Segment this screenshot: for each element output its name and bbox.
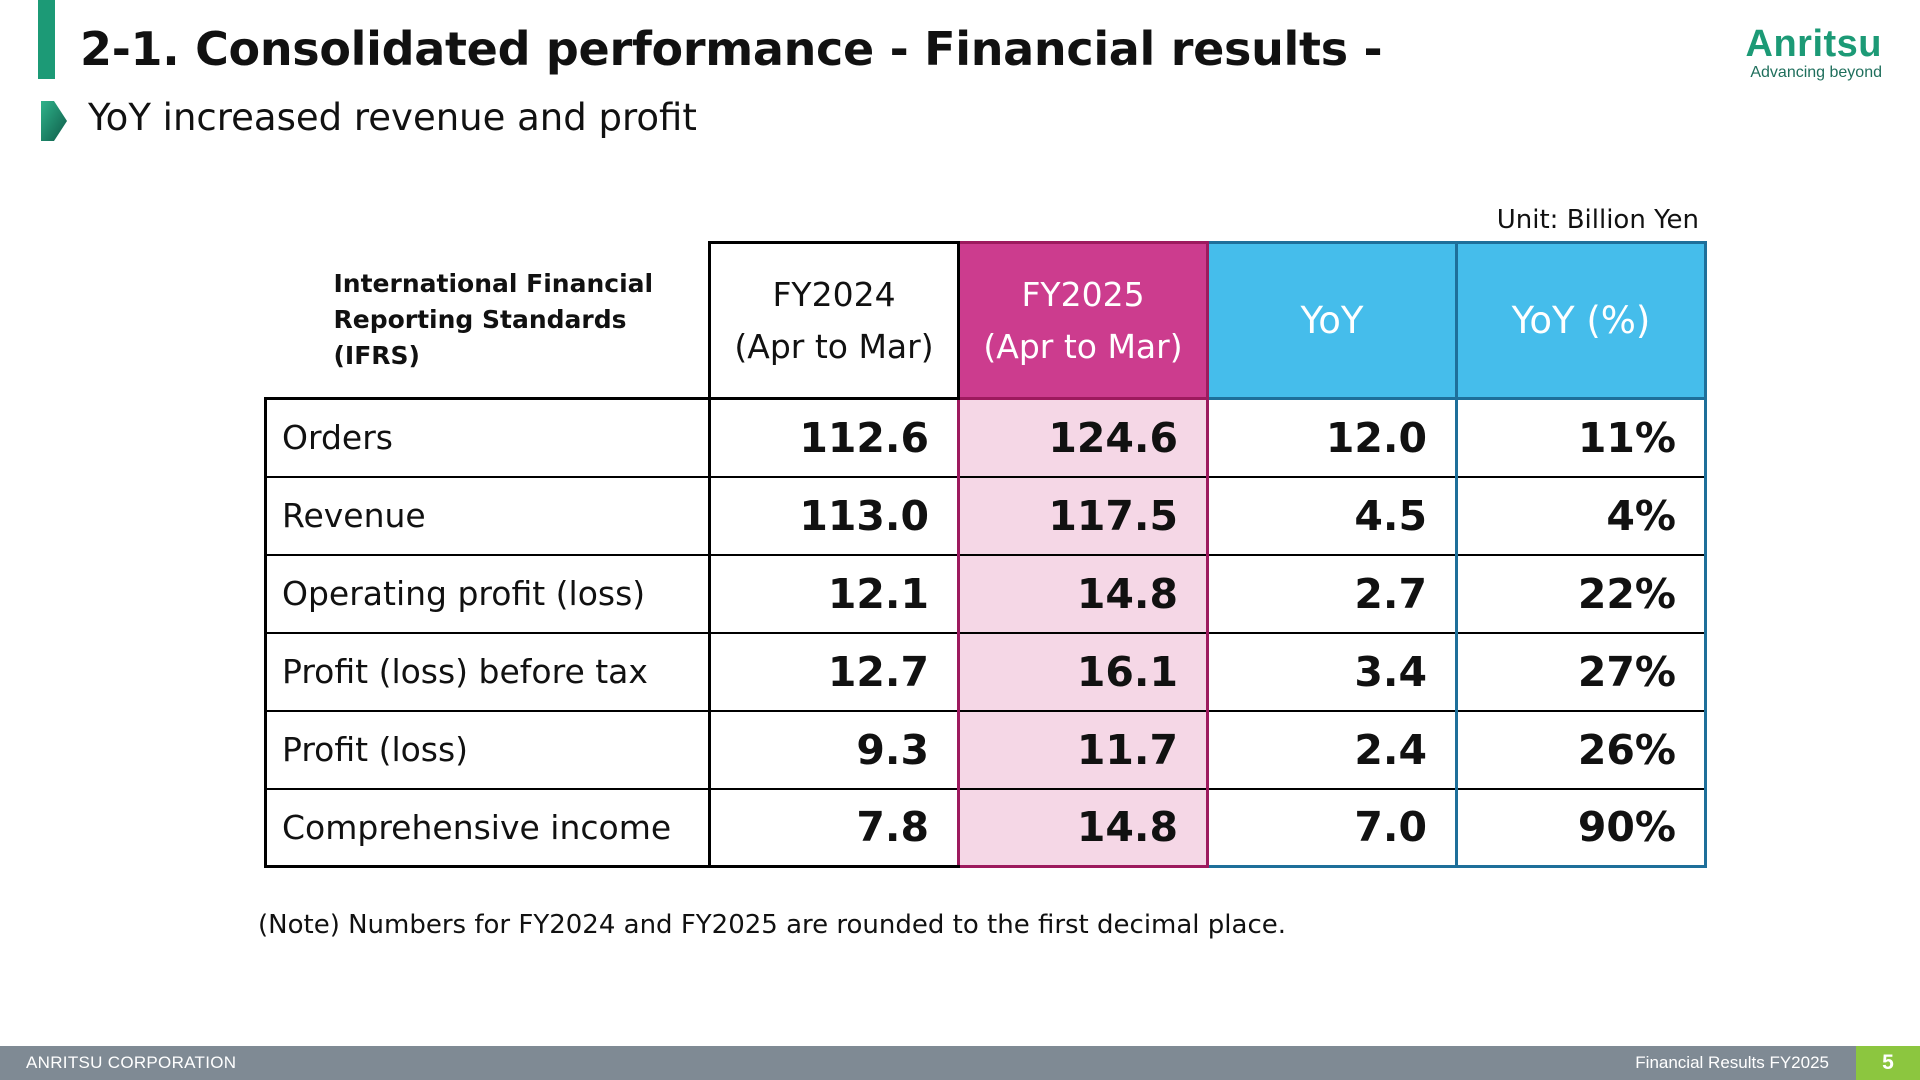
value-yoy: 12.0 bbox=[1206, 397, 1458, 478]
value-fy2024: 12.1 bbox=[708, 553, 960, 634]
value-yoy-pct: 11% bbox=[1455, 397, 1707, 478]
table-header-row: International Financial Reporting Standa… bbox=[266, 241, 1707, 400]
header-fy2024: FY2024 (Apr to Mar) bbox=[708, 241, 960, 400]
value-yoy: 7.0 bbox=[1206, 787, 1458, 868]
value-fy2024: 113.0 bbox=[708, 475, 960, 556]
page-subtitle: YoY increased revenue and profit bbox=[88, 96, 697, 139]
table-row: Profit (loss) before tax 12.7 16.1 3.4 2… bbox=[264, 631, 1707, 712]
logo-wordmark: Anritsu bbox=[1745, 23, 1882, 65]
bullet-arrow-icon bbox=[41, 101, 67, 141]
header-fy2025: FY2025 (Apr to Mar) bbox=[957, 241, 1209, 400]
value-yoy-pct: 26% bbox=[1455, 709, 1707, 790]
company-logo: Anritsu Advancing beyond bbox=[1746, 24, 1883, 82]
financial-results-table: International Financial Reporting Standa… bbox=[264, 241, 1707, 868]
unit-label: Unit: Billion Yen bbox=[1496, 205, 1699, 235]
table-row: Orders 112.6 124.6 12.0 11% bbox=[264, 397, 1707, 478]
rounding-note: (Note) Numbers for FY2024 and FY2025 are… bbox=[258, 910, 1287, 940]
page-title: 2-1. Consolidated performance - Financia… bbox=[80, 22, 1383, 76]
ifrs-label-line2: Reporting Standards (IFRS) bbox=[333, 304, 627, 370]
value-fy2025: 16.1 bbox=[957, 631, 1209, 712]
value-yoy: 2.7 bbox=[1206, 553, 1458, 634]
value-yoy-pct: 4% bbox=[1455, 475, 1707, 556]
table-row: Revenue 113.0 117.5 4.5 4% bbox=[264, 475, 1707, 556]
value-fy2025: 117.5 bbox=[957, 475, 1209, 556]
value-yoy-pct: 90% bbox=[1455, 787, 1707, 868]
value-fy2024: 7.8 bbox=[708, 787, 960, 868]
row-label: Revenue bbox=[264, 475, 711, 556]
table-row: Profit (loss) 9.3 11.7 2.4 26% bbox=[264, 709, 1707, 790]
table-row: Comprehensive income 7.8 14.8 7.0 90% bbox=[264, 787, 1707, 868]
value-fy2025: 11.7 bbox=[957, 709, 1209, 790]
value-fy2025: 14.8 bbox=[957, 787, 1209, 868]
table-row: Operating profit (loss) 12.1 14.8 2.7 22… bbox=[264, 553, 1707, 634]
value-fy2025: 124.6 bbox=[957, 397, 1209, 478]
value-yoy-pct: 27% bbox=[1455, 631, 1707, 712]
header-yoy-pct: YoY (%) bbox=[1455, 241, 1707, 400]
row-label: Comprehensive income bbox=[264, 787, 711, 868]
footer-company: ANRITSU CORPORATION bbox=[26, 1053, 237, 1072]
value-fy2025: 14.8 bbox=[957, 553, 1209, 634]
row-label: Profit (loss) bbox=[264, 709, 711, 790]
page-number: 5 bbox=[1856, 1046, 1920, 1080]
ifrs-label: International Financial Reporting Standa… bbox=[266, 243, 710, 399]
value-fy2024: 9.3 bbox=[708, 709, 960, 790]
title-accent-bar bbox=[38, 0, 55, 79]
header-yoy: YoY bbox=[1206, 241, 1458, 400]
row-label: Orders bbox=[264, 397, 711, 478]
logo-tagline: Advancing beyond bbox=[1750, 64, 1882, 81]
value-yoy: 2.4 bbox=[1206, 709, 1458, 790]
ifrs-label-line1: International Financial bbox=[333, 268, 654, 298]
value-yoy-pct: 22% bbox=[1455, 553, 1707, 634]
footer-doc-title: Financial Results FY2025 bbox=[1635, 1053, 1829, 1072]
row-label: Operating profit (loss) bbox=[264, 553, 711, 634]
footer-bar: ANRITSU CORPORATION Financial Results FY… bbox=[0, 1046, 1920, 1080]
row-label: Profit (loss) before tax bbox=[264, 631, 711, 712]
value-yoy: 3.4 bbox=[1206, 631, 1458, 712]
value-fy2024: 12.7 bbox=[708, 631, 960, 712]
value-yoy: 4.5 bbox=[1206, 475, 1458, 556]
value-fy2024: 112.6 bbox=[708, 397, 960, 478]
